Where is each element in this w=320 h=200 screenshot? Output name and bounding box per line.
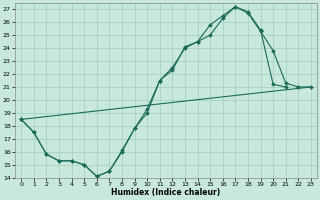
X-axis label: Humidex (Indice chaleur): Humidex (Indice chaleur) bbox=[111, 188, 221, 197]
